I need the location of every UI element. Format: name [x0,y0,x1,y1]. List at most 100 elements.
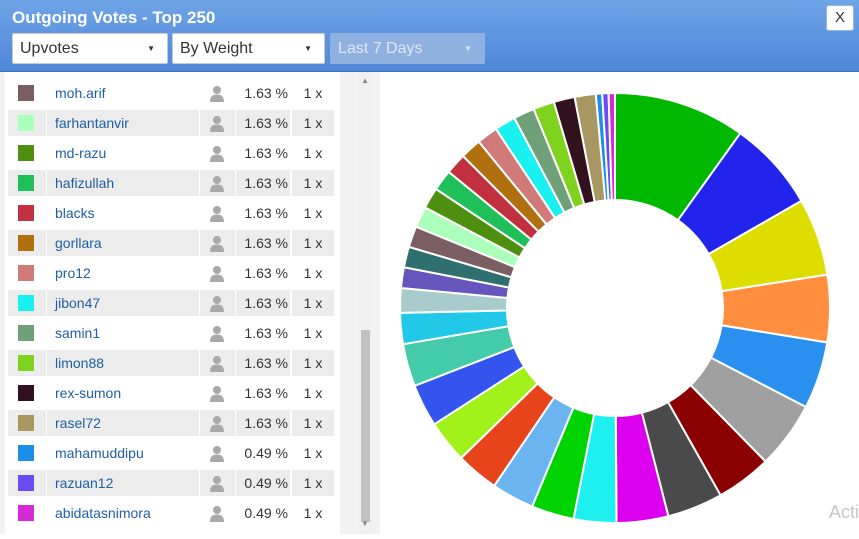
swatch-cell [8,380,46,406]
user-cell [200,140,235,166]
user-icon[interactable] [209,385,225,402]
voter-name-link[interactable]: moh.arif [47,80,199,106]
chevron-down-icon: ▼ [147,44,155,53]
vote-count: 1 x [292,440,334,466]
vote-count: 1 x [292,350,334,376]
user-cell [200,440,235,466]
voter-name-link[interactable]: mahamuddipu [47,440,199,466]
list-item[interactable]: rex-sumon 1.63 % 1 x [5,378,340,408]
color-swatch [18,145,34,161]
vote-percentage: 1.63 % [236,230,290,256]
color-swatch [18,505,34,521]
list-item[interactable]: mahamuddipu 0.49 % 1 x [5,438,340,468]
voter-name-link[interactable]: md-razu [47,140,199,166]
color-swatch [18,385,34,401]
color-swatch [18,115,34,131]
list-item[interactable]: pro12 1.63 % 1 x [5,258,340,288]
user-cell [200,290,235,316]
swatch-cell [8,470,46,496]
voter-name-link[interactable]: blacks [47,200,199,226]
window-titlebar: Outgoing Votes - Top 250 X Upvotes ▼ By … [0,0,859,72]
votes-donut-chart [399,91,831,525]
list-item[interactable]: moh.arif 1.63 % 1 x [5,78,340,108]
swatch-cell [8,80,46,106]
swatch-cell [8,350,46,376]
close-button[interactable]: X [826,5,854,31]
color-swatch [18,325,34,341]
list-item[interactable]: hafizullah 1.63 % 1 x [5,168,340,198]
chevron-down-icon: ▼ [304,44,312,53]
sort-select[interactable]: By Weight ▼ [172,33,325,64]
voter-name-link[interactable]: limon88 [47,350,199,376]
scroll-thumb[interactable] [361,330,370,522]
voter-name-link[interactable]: pro12 [47,260,199,286]
list-item[interactable]: md-razu 1.63 % 1 x [5,138,340,168]
voter-list: moh.arif 1.63 % 1 x farhantanvir 1.63 % 1 x md… [5,72,340,534]
swatch-cell [8,440,46,466]
voter-name-link[interactable]: razuan12 [47,470,199,496]
user-icon[interactable] [209,145,225,162]
list-item[interactable]: razuan12 0.49 % 1 x [5,468,340,498]
user-cell [200,350,235,376]
user-cell [200,110,235,136]
user-icon[interactable] [209,235,225,252]
list-item[interactable]: abidatasnimora 0.49 % 1 x [5,498,340,528]
swatch-cell [8,200,46,226]
list-item[interactable]: gorllara 1.63 % 1 x [5,228,340,258]
user-icon[interactable] [209,505,225,522]
voter-name-link[interactable]: rex-sumon [47,380,199,406]
list-item[interactable]: limon88 1.63 % 1 x [5,348,340,378]
vote-percentage: 1.63 % [236,320,290,346]
user-icon[interactable] [209,325,225,342]
sort-value: By Weight [180,40,253,57]
list-item[interactable]: blacks 1.63 % 1 x [5,198,340,228]
period-select[interactable]: Last 7 Days ▼ [330,33,485,64]
voter-name-link[interactable]: samin1 [47,320,199,346]
vote-percentage: 1.63 % [236,290,290,316]
color-swatch [18,85,34,101]
vote-count: 1 x [292,470,334,496]
user-icon[interactable] [209,85,225,102]
user-icon[interactable] [209,355,225,372]
user-icon[interactable] [209,265,225,282]
voter-name-link[interactable]: rasel72 [47,410,199,436]
swatch-cell [8,500,46,526]
vote-percentage: 0.49 % [236,500,290,526]
voter-name-link[interactable]: abidatasnimora [47,500,199,526]
vote-percentage: 1.63 % [236,80,290,106]
vote-type-select[interactable]: Upvotes ▼ [12,33,168,64]
vote-type-value: Upvotes [20,40,79,57]
voter-name-link[interactable]: gorllara [47,230,199,256]
voter-name-link[interactable]: jibon47 [47,290,199,316]
voter-name-link[interactable]: farhantanvir [47,110,199,136]
user-icon[interactable] [209,445,225,462]
vote-percentage: 0.49 % [236,470,290,496]
vote-count: 1 x [292,410,334,436]
color-swatch [18,175,34,191]
user-icon[interactable] [209,475,225,492]
vote-count: 1 x [292,320,334,346]
list-item[interactable]: jibon47 1.63 % 1 x [5,288,340,318]
user-icon[interactable] [209,415,225,432]
vote-count: 1 x [292,500,334,526]
list-item[interactable]: farhantanvir 1.63 % 1 x [5,108,340,138]
user-icon[interactable] [209,205,225,222]
user-icon[interactable] [209,115,225,132]
vote-percentage: 1.63 % [236,380,290,406]
user-icon[interactable] [209,175,225,192]
swatch-cell [8,170,46,196]
list-item[interactable]: samin1 1.63 % 1 x [5,318,340,348]
user-cell [200,380,235,406]
chevron-down-icon: ▼ [464,44,472,53]
color-swatch [18,235,34,251]
voter-name-link[interactable]: hafizullah [47,170,199,196]
donut-slice[interactable] [607,91,616,202]
list-item[interactable]: rasel72 1.63 % 1 x [5,408,340,438]
vote-percentage: 0.49 % [236,440,290,466]
scroll-up-icon[interactable]: ▲ [361,76,369,85]
scroll-down-icon[interactable]: ▼ [361,519,369,528]
user-cell [200,500,235,526]
list-scrollbar[interactable]: ▲ ▼ [358,72,372,534]
user-icon[interactable] [209,295,225,312]
